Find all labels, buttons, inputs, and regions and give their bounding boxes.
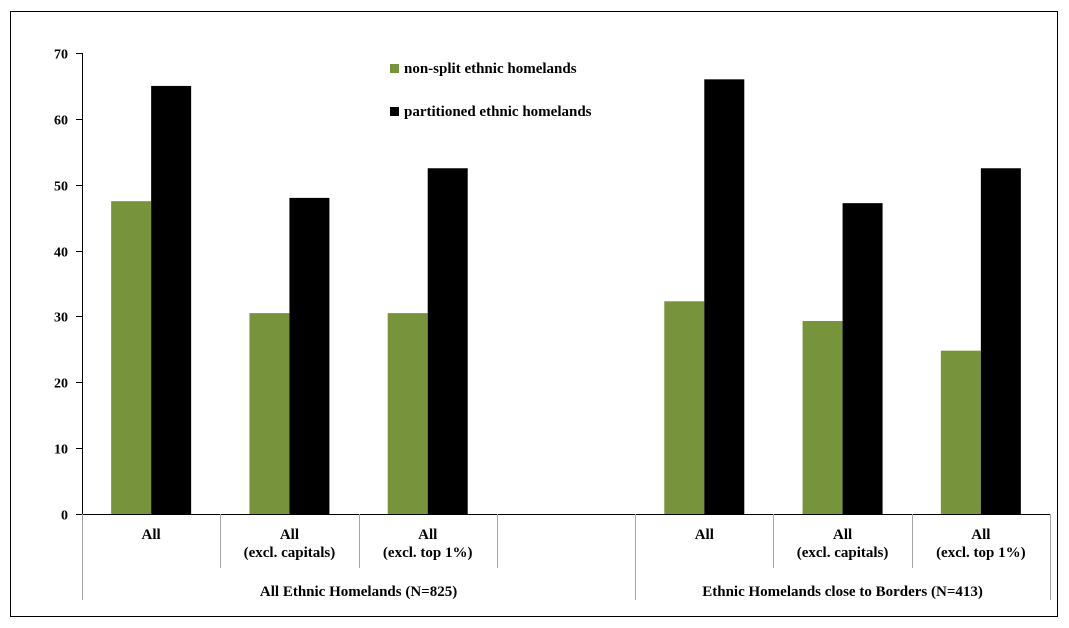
bar-non-split [249, 313, 290, 514]
x-group-label: Ethnic Homelands close to Borders (N=413… [702, 584, 983, 600]
y-tick-label: 50 [54, 180, 68, 195]
bar-partitioned [289, 197, 330, 514]
bar-partitioned [704, 79, 745, 514]
y-tick-label: 70 [54, 48, 68, 63]
x-category-label: (excl. capitals) [797, 545, 889, 561]
x-category-label: All [971, 527, 990, 543]
x-category-label: (excl. capitals) [244, 545, 336, 561]
bar-non-split [387, 313, 428, 514]
y-tick-label: 60 [54, 114, 68, 129]
bar-non-split [802, 321, 843, 514]
legend-swatch [390, 64, 399, 73]
x-group-label: All Ethnic Homelands (N=825) [260, 584, 457, 600]
legend-label: partitioned ethnic homelands [404, 104, 592, 120]
bar-non-split [111, 201, 152, 514]
bar-partitioned [842, 203, 883, 514]
bars [111, 79, 1021, 514]
y-axis: 0 10 20 30 40 50 60 70 [54, 48, 83, 524]
y-tick-label: 30 [54, 311, 68, 326]
x-category-label: (excl. top 1%) [936, 545, 1026, 561]
bar-non-split [940, 350, 981, 514]
category-labels: All All (excl. capitals) All (excl. top 1%) A… [142, 527, 1026, 561]
x-category-label: All [418, 527, 437, 543]
bar-partitioned [980, 168, 1021, 514]
x-category-label: All [142, 527, 161, 543]
bar-non-split [664, 301, 705, 514]
y-tick-label: 40 [54, 246, 68, 261]
x-category-label: All [833, 527, 852, 543]
group-labels: All Ethnic Homelands (N=825) Ethnic Homel… [260, 584, 983, 600]
legend-label: non-split ethnic homelands [404, 61, 577, 77]
x-axis [82, 514, 1051, 600]
x-category-label: All [695, 527, 714, 543]
legend-swatch [390, 107, 399, 116]
legend: non-split ethnic homelands partitioned et… [390, 61, 592, 120]
y-tick-label: 10 [54, 443, 68, 458]
y-tick-label: 0 [61, 509, 68, 524]
bar-partitioned [427, 168, 468, 514]
x-category-label: All [280, 527, 299, 543]
bar-partitioned [151, 85, 192, 514]
x-category-label: (excl. top 1%) [383, 545, 473, 561]
y-tick-label: 20 [54, 377, 68, 392]
